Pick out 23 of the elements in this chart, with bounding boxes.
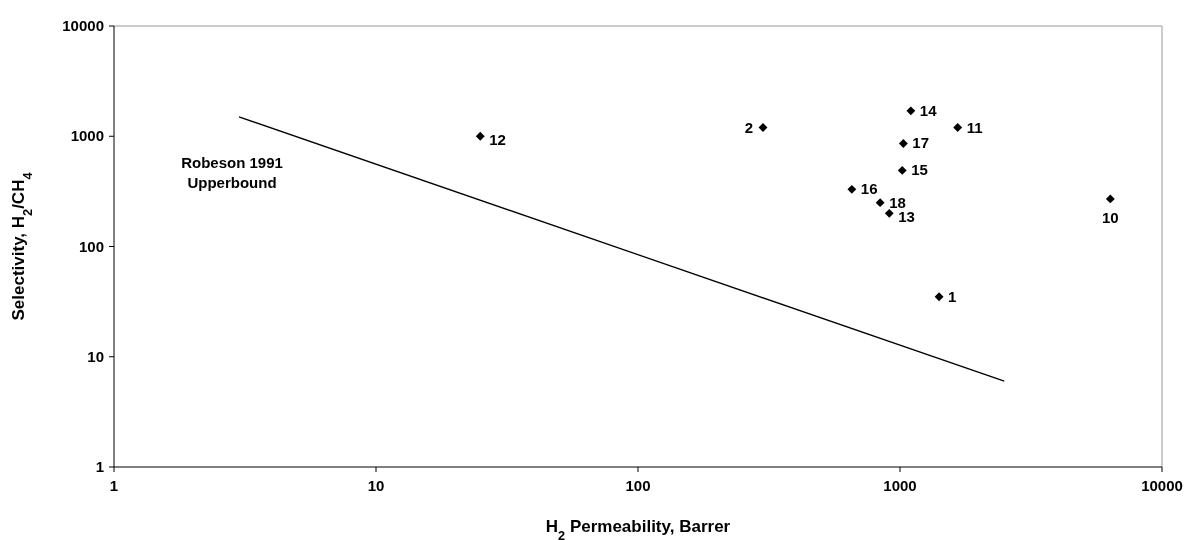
x-tick-label: 1000 xyxy=(883,477,917,494)
x-axis-title: H$_{2}$ Permeability, Barrer xyxy=(545,517,731,540)
annotation: 15 xyxy=(911,161,928,179)
annotation: 18 xyxy=(889,193,906,211)
annotation: 14 xyxy=(919,101,938,119)
y-tick-label: 10000 xyxy=(62,17,104,34)
x-tick-label: 10000 xyxy=(1141,477,1183,494)
x-tick-label: 1 xyxy=(109,477,119,494)
y-tick-label: 1 xyxy=(95,458,104,475)
y-tick-label: 10 xyxy=(87,347,104,365)
y-tick-label: 100 xyxy=(78,237,104,255)
annotation: 16 xyxy=(860,180,878,198)
annotation: 12 xyxy=(489,131,506,149)
annotation: 1 xyxy=(948,287,957,305)
annotation: 11 xyxy=(966,118,983,136)
x-tick-label: 100 xyxy=(625,477,651,494)
annotation: 17 xyxy=(912,134,930,152)
annotation: 10 xyxy=(1101,208,1119,226)
annotation: 2 xyxy=(744,118,754,136)
y-tick-label: 1000 xyxy=(70,127,104,145)
x-tick-label: 10 xyxy=(367,477,385,494)
annotation: 13 xyxy=(898,208,915,226)
annotation: Robeson 1991 Upperbound xyxy=(181,154,283,191)
